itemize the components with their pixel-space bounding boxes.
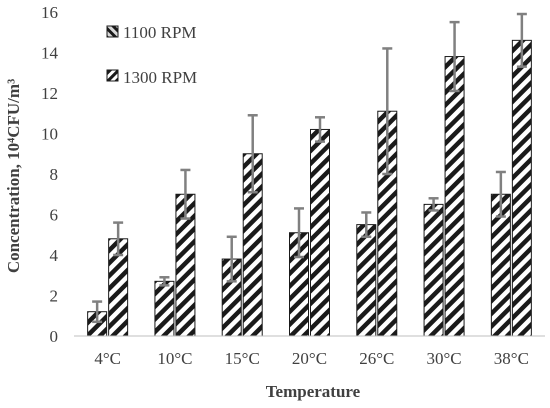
y-tick-label-4: 4 xyxy=(50,246,59,265)
y-tick-label-2: 2 xyxy=(50,287,59,306)
y-tick-label-8: 8 xyxy=(50,165,59,184)
y-axis-ticks: 0 2 4 6 8 10 12 14 16 xyxy=(41,3,59,346)
x-tick-label-20-c: 20°C xyxy=(292,349,327,368)
x-tick-label-10-c: 10°C xyxy=(157,349,192,368)
bar-1100-rpm-10-c xyxy=(154,280,175,337)
error-bar-1300-rpm-26-c xyxy=(382,47,393,176)
x-tick-label-26-c: 26°C xyxy=(359,349,394,368)
error-bar-1300-rpm-30-c xyxy=(449,20,460,93)
x-tick-label-4-c: 4°C xyxy=(94,349,121,368)
error-bar-1100-rpm-38-c xyxy=(495,170,506,218)
error-bar-1100-rpm-15-c xyxy=(226,235,237,283)
legend-label-1100-rpm: 1100 RPM xyxy=(123,23,197,42)
x-tick-label-38-c: 38°C xyxy=(494,349,529,368)
legend: 1100 RPM 1300 RPM xyxy=(106,23,197,87)
legend-item-1100-rpm: 1100 RPM xyxy=(106,23,197,42)
bar-1300-rpm-38-c xyxy=(511,39,532,337)
legend-swatch-1100-rpm xyxy=(106,25,119,38)
error-bar-1300-rpm-20-c xyxy=(315,116,325,143)
error-bar-1100-rpm-30-c xyxy=(428,197,439,212)
error-bars-group xyxy=(92,12,527,324)
error-bar-1100-rpm-20-c xyxy=(294,207,304,259)
y-tick-label-0: 0 xyxy=(50,327,59,346)
bar-1300-rpm-20-c xyxy=(310,128,330,337)
y-tick-label-10: 10 xyxy=(41,125,58,144)
bar-1100-rpm-30-c xyxy=(423,203,444,337)
error-bar-1300-rpm-4-c xyxy=(113,221,124,257)
bar-1100-rpm-26-c xyxy=(356,224,377,337)
y-tick-label-16: 16 xyxy=(41,3,58,22)
error-bar-1100-rpm-26-c xyxy=(361,211,372,239)
legend-swatch-1300-rpm xyxy=(106,69,119,82)
error-bar-1300-rpm-10-c xyxy=(180,168,191,220)
error-bar-1100-rpm-10-c xyxy=(159,276,170,287)
legend-item-1300-rpm: 1300 RPM xyxy=(106,68,197,87)
y-tick-label-12: 12 xyxy=(41,84,58,103)
bar-1300-rpm-30-c xyxy=(444,56,465,337)
error-bar-1300-rpm-15-c xyxy=(247,114,258,194)
y-tick-label-14: 14 xyxy=(41,44,59,63)
y-tick-label-6: 6 xyxy=(50,206,59,225)
x-axis-ticks: 4°C 10°C 15°C 20°C 26°C 30°C 38°C xyxy=(94,349,529,368)
x-axis-title: Temperature xyxy=(266,382,361,401)
x-tick-label-30-c: 30°C xyxy=(427,349,462,368)
legend-label-1300-rpm: 1300 RPM xyxy=(123,68,197,87)
error-bar-1100-rpm-4-c xyxy=(92,300,103,324)
error-bar-1300-rpm-38-c xyxy=(516,12,527,68)
y-axis-title: Concentration, 10⁴CFU/m³ xyxy=(4,79,23,273)
x-tick-label-15-c: 15°C xyxy=(225,349,260,368)
